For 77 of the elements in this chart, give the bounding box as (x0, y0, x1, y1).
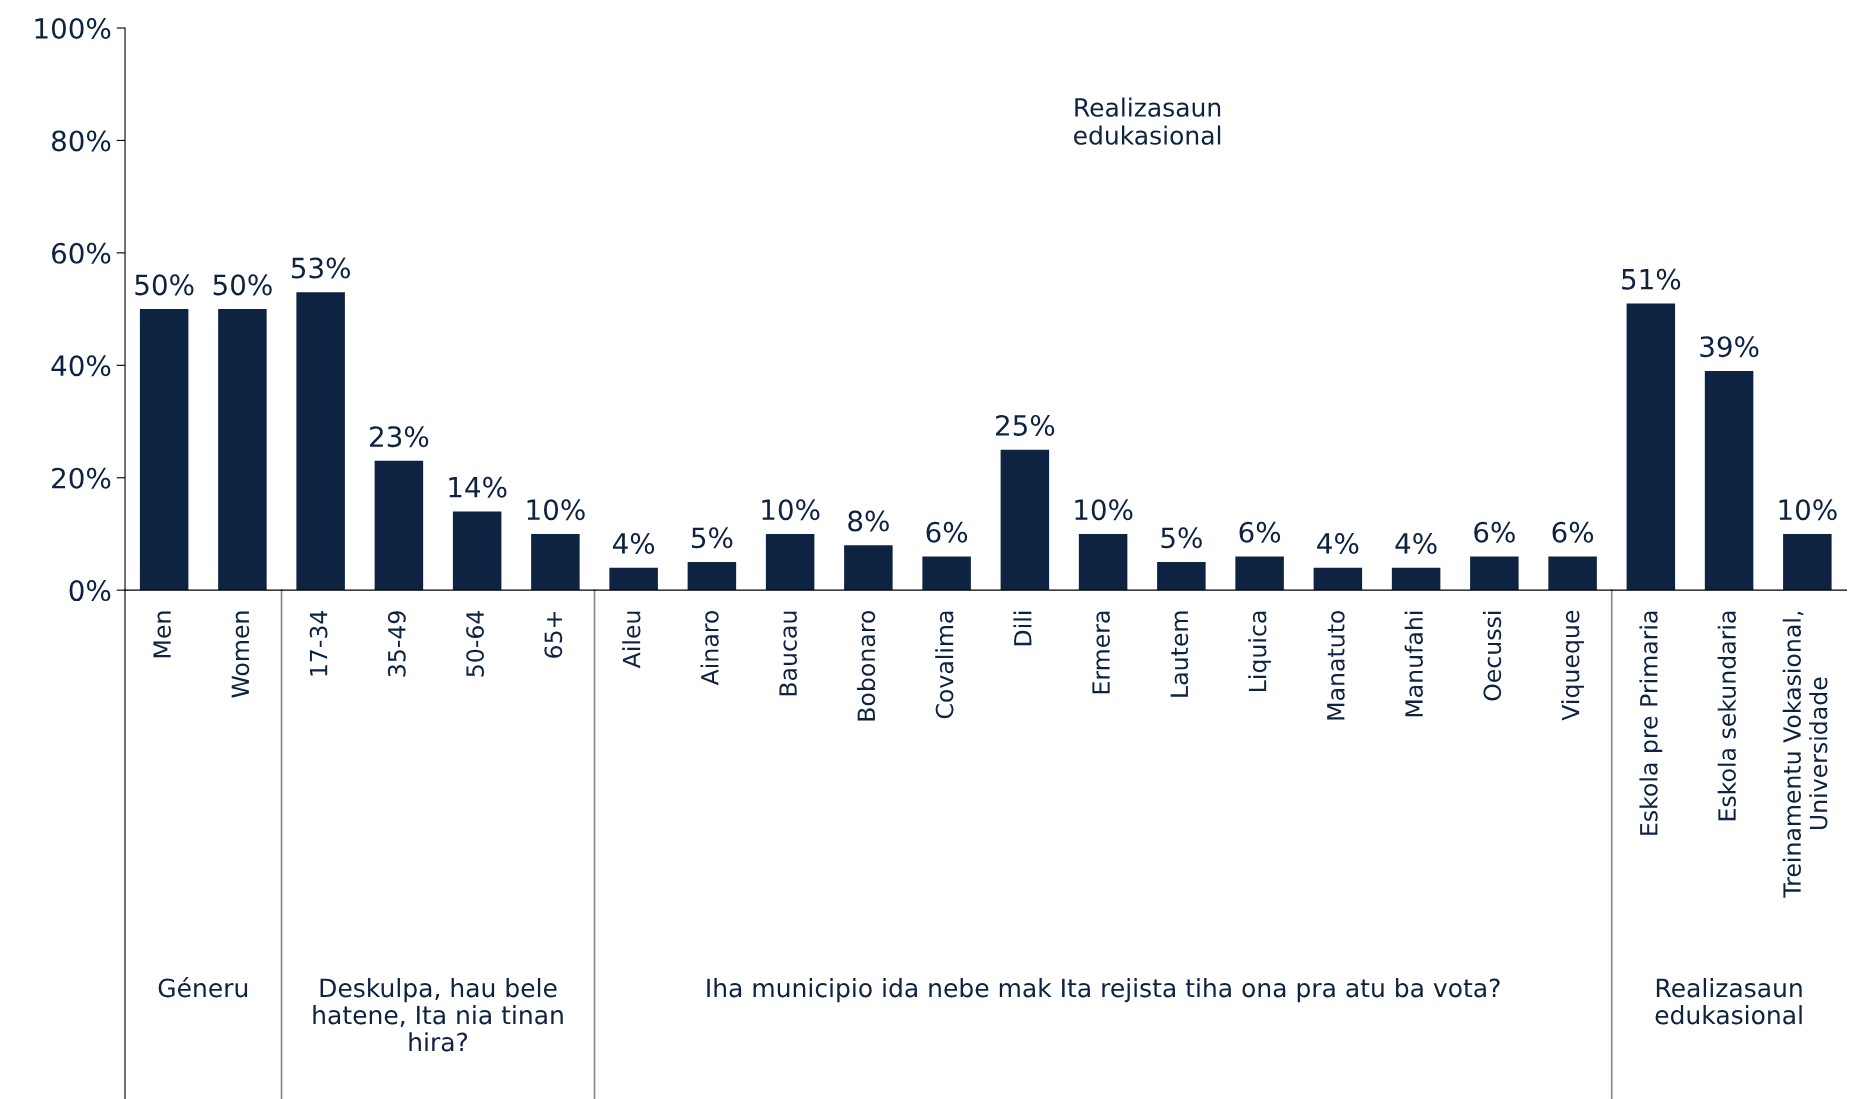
x-tick-label: Aileu (622, 611, 641, 669)
data-label: 4% (1395, 532, 1437, 554)
x-tick-label: Covalima (935, 611, 954, 719)
x-tick-label: 35-49 (387, 611, 406, 677)
text: Iha municipio ida nebe mak Ita rejista tiha ona pra atu ba vota? (707, 978, 1500, 1003)
data-label: 25% (996, 414, 1055, 436)
x-tick-label: Ainaro (700, 610, 719, 686)
data-label: 4% (612, 532, 655, 554)
x-tick-label: Manufahi (1404, 611, 1423, 717)
text: Géneru (158, 977, 248, 998)
x-tick-label: Ermera (1092, 611, 1110, 694)
bar (609, 567, 658, 591)
bar (1000, 449, 1050, 591)
x-tick-label: Liquica (1248, 611, 1272, 691)
x-tick-label: Men (153, 611, 171, 658)
data-label: 8% (848, 510, 889, 532)
bar (1078, 533, 1128, 591)
y-tick-label: 60% (52, 242, 111, 264)
data-label: 14% (449, 476, 507, 498)
bar (1235, 556, 1284, 591)
x-tick-label: Lautem (1170, 611, 1189, 697)
x-tick-label: Baucau (779, 611, 797, 696)
x-tick-label: Women (231, 611, 250, 698)
bar (374, 460, 424, 591)
data-label: 10% (762, 499, 820, 521)
bar (1470, 556, 1519, 591)
x-tick-label: Eskola pre Primaria (1639, 611, 1663, 835)
bar (1626, 303, 1676, 591)
data-label: 51% (1622, 268, 1681, 290)
data-label: 6% (1474, 521, 1515, 543)
x-tick-label: 50-64 (466, 610, 484, 677)
data-label: 5% (691, 527, 733, 549)
data-label: 6% (1239, 521, 1281, 543)
y-tick-label: 100% (35, 17, 111, 39)
bar (452, 511, 502, 591)
y-tick-label: 0% (69, 580, 111, 602)
bar (922, 556, 971, 591)
y-tick-label: 40% (51, 355, 111, 377)
data-label: 23% (370, 426, 429, 448)
bar (1548, 556, 1597, 591)
text: Deskulpa, hau bele hatene, Ita nia tinan hira? (313, 978, 563, 1052)
bar (1783, 533, 1832, 591)
bar (218, 309, 267, 591)
annotation: Realizasaun edukasional (1074, 97, 1221, 145)
x-tick-label: Oecussi (1482, 611, 1502, 701)
bar (1157, 562, 1206, 591)
text: Realizasaun edukasional (1655, 978, 1802, 1025)
bar (139, 309, 189, 591)
bar (1704, 370, 1754, 591)
y-tick-label: 20% (52, 467, 111, 489)
bar (1391, 567, 1441, 591)
x-tick-label: 65+ (544, 612, 563, 658)
data-label: 53% (291, 257, 350, 279)
x-tick-label: Manatuto (1327, 610, 1345, 720)
bar (765, 533, 815, 591)
data-label: 10% (527, 499, 585, 521)
data-label: 10% (1779, 499, 1837, 521)
bar (844, 545, 893, 591)
bar (1313, 567, 1363, 591)
data-label: 50% (213, 274, 272, 296)
x-tick-label: 17-34 (309, 610, 328, 676)
x-tick-label: Viqueque (1561, 610, 1585, 721)
x-tick-label: Eskola sekundaria (1717, 611, 1736, 821)
data-label: 5% (1161, 527, 1202, 549)
x-tick-label: Dili (1013, 611, 1032, 646)
bar (531, 533, 580, 591)
data-label: 39% (1700, 336, 1759, 358)
bar (296, 292, 345, 591)
data-label: 10% (1075, 499, 1133, 521)
x-tick-label: Treinamentu Vokasional, Universidade (1782, 611, 1828, 898)
y-tick-label: 80% (51, 130, 111, 152)
data-label: 6% (926, 521, 968, 543)
x-tick-label: Bobonaro (856, 610, 876, 721)
bar (687, 562, 737, 591)
data-label: 50% (135, 274, 194, 296)
data-label: 4% (1317, 532, 1359, 554)
data-label: 6% (1552, 521, 1594, 543)
